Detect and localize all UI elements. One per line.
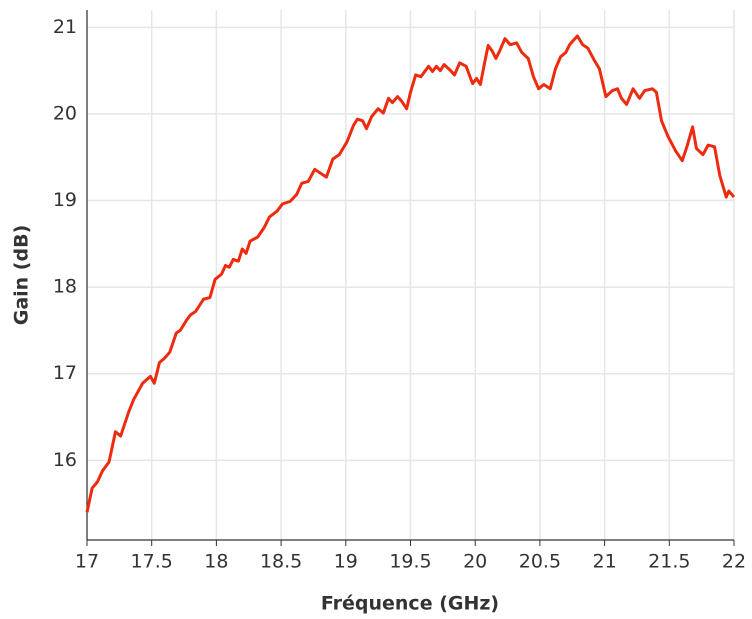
- x-tick-label: 21.5: [648, 551, 690, 573]
- x-tick-label: 20: [463, 551, 487, 573]
- x-tick-label: 18.5: [260, 551, 302, 573]
- x-tick-label: 21: [593, 551, 617, 573]
- y-tick-label: 20: [53, 102, 77, 124]
- x-tick-label: 20.5: [519, 551, 561, 573]
- x-tick-label: 19: [334, 551, 358, 573]
- y-tick-label: 18: [53, 276, 77, 298]
- data-line: [85, 34, 736, 513]
- x-tick-label: 18: [204, 551, 228, 573]
- x-tick-label: 17.5: [131, 551, 173, 573]
- y-axis-title: Gain (dB): [11, 225, 33, 326]
- y-tick-label: 17: [53, 362, 77, 384]
- y-tick-label: 16: [53, 449, 77, 471]
- y-tick-label: 21: [53, 16, 77, 38]
- x-tick-label: 17: [75, 551, 99, 573]
- x-tick-label: 19.5: [389, 551, 431, 573]
- x-axis-title: Fréquence (GHz): [321, 593, 499, 615]
- x-tick-label: 22: [722, 551, 746, 573]
- y-tick-label: 19: [53, 189, 77, 211]
